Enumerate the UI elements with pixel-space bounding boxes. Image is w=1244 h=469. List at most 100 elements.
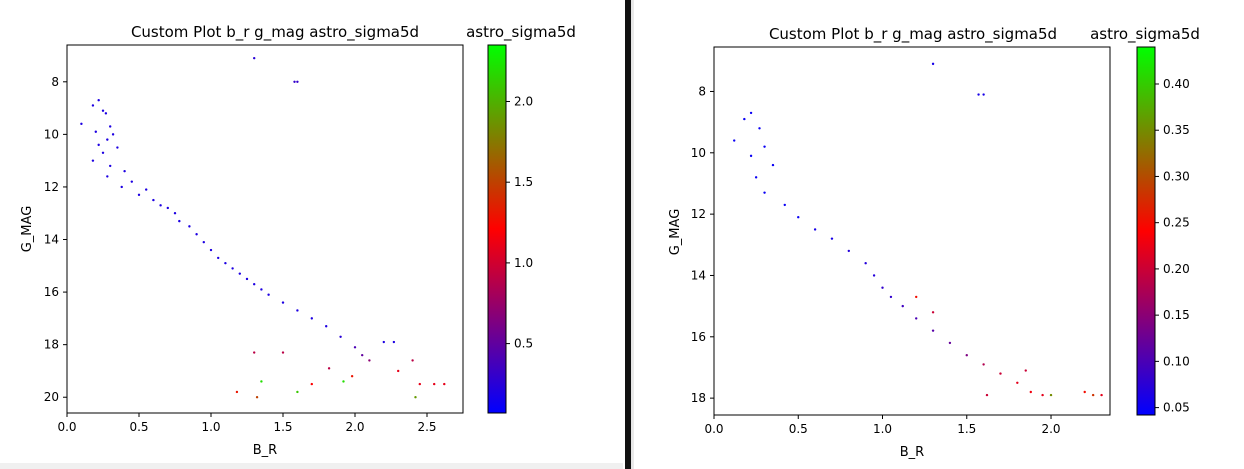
left-data-point (91, 104, 95, 107)
right-x-tick-label: 0.5 (789, 422, 808, 436)
right-colorbar-tick-label: 0.30 (1163, 169, 1190, 183)
left-data-point (281, 301, 285, 304)
right-plot-frame (713, 46, 1111, 416)
left-data-point (339, 335, 342, 338)
left-data-point (443, 382, 446, 386)
right-data-point (931, 329, 935, 332)
right-data-point (985, 393, 989, 397)
left-data-point (97, 99, 100, 102)
left-colorbar: 0.5 1.0 1.5 2.0 (487, 44, 533, 414)
left-data-point (267, 293, 270, 296)
right-data-point (749, 111, 753, 115)
left-data-point (101, 151, 105, 154)
left-chart-panel: Custom Plot b_r g_mag astro_sigma5d astr… (20, 23, 576, 458)
right-y-tick-label: 8 (698, 84, 706, 98)
right-data-point (749, 154, 753, 158)
left-data-point (368, 359, 371, 362)
right-y-axis-label: G_MAG (668, 209, 683, 256)
right-data-point (1083, 390, 1086, 394)
right-data-points (733, 62, 1103, 397)
right-chart-title: Custom Plot b_r g_mag astro_sigma5d (769, 25, 1057, 44)
right-data-point (915, 295, 918, 299)
left-data-point (342, 380, 345, 383)
left-data-point (350, 375, 354, 378)
right-data-point (948, 341, 952, 345)
right-data-point (743, 117, 746, 121)
left-data-point (80, 122, 83, 126)
left-colorbar-tick-label: 1.0 (514, 256, 533, 270)
left-data-point (253, 351, 256, 354)
left-data-points (80, 56, 446, 399)
left-colorbar-gradient (487, 44, 507, 414)
left-data-point (411, 359, 414, 362)
left-data-point (397, 369, 400, 373)
right-data-point (982, 363, 985, 366)
left-x-tick-label: 2.0 (345, 420, 364, 434)
left-x-tick-label: 1.0 (201, 420, 220, 434)
left-data-point (231, 267, 234, 270)
left-data-point (94, 130, 98, 133)
right-data-point (754, 176, 758, 179)
left-colorbar-tick-label: 2.0 (514, 94, 533, 108)
left-data-point (130, 180, 133, 183)
left-data-point (353, 346, 357, 349)
right-data-point (881, 286, 884, 289)
left-data-point (123, 169, 126, 173)
right-colorbar-gradient (1136, 46, 1156, 416)
right-data-point (783, 203, 786, 207)
right-data-point (931, 311, 935, 314)
right-data-point (771, 163, 775, 167)
right-colorbar-tick-label: 0.25 (1163, 216, 1190, 230)
left-data-point (106, 138, 109, 141)
left-data-point (238, 272, 241, 275)
right-data-point (1049, 393, 1053, 397)
right-data-point (758, 127, 761, 130)
left-colorbar-tick-label: 1.5 (514, 175, 533, 189)
left-y-tick-label: 14 (44, 233, 59, 247)
left-data-point (209, 248, 213, 252)
left-data-point (253, 283, 256, 286)
left-data-point (414, 396, 417, 399)
right-data-point (965, 354, 968, 357)
right-x-ticks: 0.0 0.5 1.0 1.5 2.0 (704, 415, 1061, 436)
left-y-tick-label: 16 (44, 285, 59, 299)
left-x-axis-label: B_R (253, 443, 277, 458)
left-data-point (293, 80, 296, 84)
right-data-point (872, 274, 876, 277)
left-data-point (235, 390, 239, 394)
window-divider (623, 0, 645, 469)
left-x-tick-label: 0.0 (57, 420, 76, 434)
right-data-point (763, 191, 766, 194)
right-y-tick-label: 10 (691, 146, 706, 160)
left-data-point (91, 159, 95, 162)
right-data-point (847, 249, 851, 253)
right-colorbar-tick-label: 0.35 (1163, 123, 1190, 137)
right-data-point (901, 304, 904, 308)
left-data-point (116, 146, 119, 149)
left-data-point (173, 212, 177, 215)
left-chart-title: Custom Plot b_r g_mag astro_sigma5d (131, 23, 419, 42)
bottom-strip (0, 463, 623, 469)
right-colorbar-tick-label: 0.10 (1163, 354, 1190, 368)
right-data-point (1100, 393, 1103, 397)
right-colorbar-label: astro_sigma5d (1090, 25, 1200, 44)
left-data-point (178, 219, 181, 223)
left-data-point (195, 233, 198, 236)
right-colorbar-tick-label: 0.40 (1163, 77, 1190, 91)
left-data-point (224, 261, 227, 265)
right-y-ticks: 8 10 12 14 16 18 (691, 84, 714, 405)
right-data-point (1041, 393, 1044, 397)
left-y-tick-label: 8 (51, 75, 59, 89)
right-scatter-plot: Custom Plot b_r g_mag astro_sigma5d astr… (668, 25, 1200, 460)
left-y-tick-label: 10 (44, 127, 59, 141)
left-data-point (296, 80, 299, 84)
left-x-tick-label: 2.5 (417, 420, 436, 434)
right-x-tick-label: 2.0 (1041, 422, 1060, 436)
right-data-point (982, 93, 985, 96)
left-data-point (188, 225, 191, 228)
right-data-point (813, 228, 817, 231)
left-data-point (145, 188, 148, 191)
right-data-point (733, 139, 736, 142)
left-data-point (120, 185, 123, 189)
left-data-point (109, 125, 112, 128)
